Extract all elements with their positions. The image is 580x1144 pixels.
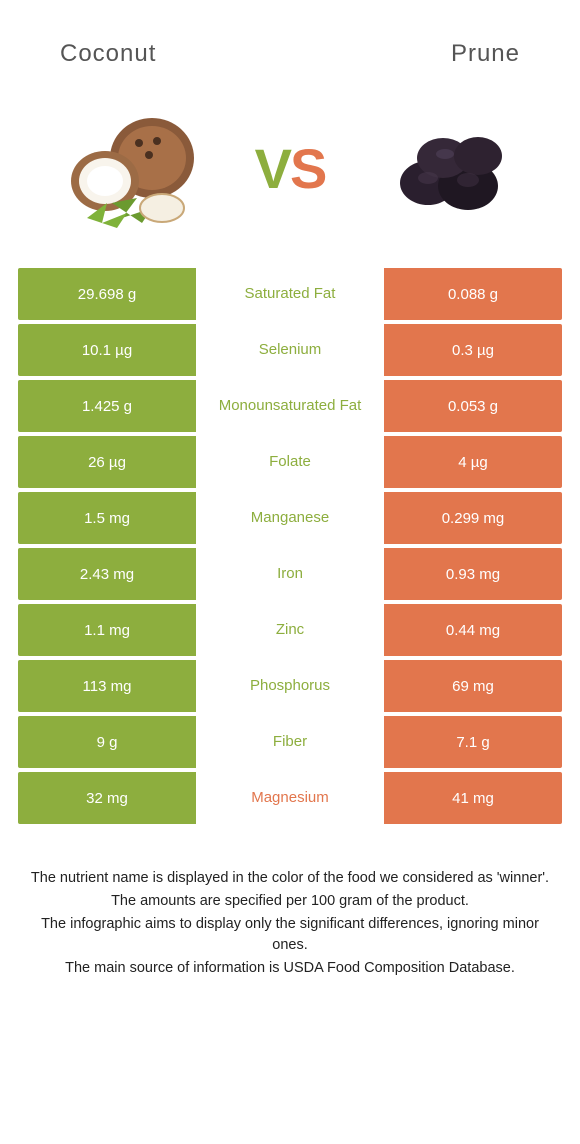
table-row: 113 mgPhosphorus69 mg — [18, 660, 562, 712]
right-value-cell: 0.088 g — [384, 268, 562, 320]
vs-label: VS — [255, 136, 326, 201]
left-value-cell: 29.698 g — [18, 268, 196, 320]
left-value-cell: 2.43 mg — [18, 548, 196, 600]
left-value-cell: 113 mg — [18, 660, 196, 712]
left-value-cell: 1.425 g — [18, 380, 196, 432]
table-row: 1.1 mgZinc0.44 mg — [18, 604, 562, 656]
right-value-cell: 7.1 g — [384, 716, 562, 768]
vs-v: V — [255, 137, 290, 200]
footer-line: The main source of information is USDA F… — [30, 958, 550, 979]
nutrient-name-cell: Magnesium — [196, 772, 384, 824]
right-food-title: Prune — [451, 40, 520, 68]
images-row: VS — [0, 88, 580, 268]
right-value-cell: 0.44 mg — [384, 604, 562, 656]
nutrient-name-cell: Folate — [196, 436, 384, 488]
table-row: 29.698 gSaturated Fat0.088 g — [18, 268, 562, 320]
coconut-image — [52, 98, 212, 238]
nutrient-name-cell: Manganese — [196, 492, 384, 544]
nutrient-name-cell: Saturated Fat — [196, 268, 384, 320]
footer-line: The amounts are specified per 100 gram o… — [30, 891, 550, 912]
header: Coconut Prune — [0, 0, 580, 88]
table-row: 1.425 gMonounsaturated Fat0.053 g — [18, 380, 562, 432]
footer-line: The infographic aims to display only the… — [30, 914, 550, 956]
nutrient-name-cell: Fiber — [196, 716, 384, 768]
right-value-cell: 0.93 mg — [384, 548, 562, 600]
nutrient-table: 29.698 gSaturated Fat0.088 g10.1 µgSelen… — [0, 268, 580, 824]
right-value-cell: 0.3 µg — [384, 324, 562, 376]
nutrient-name-cell: Phosphorus — [196, 660, 384, 712]
nutrient-name-cell: Iron — [196, 548, 384, 600]
left-value-cell: 26 µg — [18, 436, 196, 488]
table-row: 32 mgMagnesium41 mg — [18, 772, 562, 824]
table-row: 9 gFiber7.1 g — [18, 716, 562, 768]
left-food-title: Coconut — [60, 40, 156, 68]
nutrient-name-cell: Selenium — [196, 324, 384, 376]
left-value-cell: 9 g — [18, 716, 196, 768]
right-value-cell: 0.299 mg — [384, 492, 562, 544]
right-value-cell: 0.053 g — [384, 380, 562, 432]
table-row: 1.5 mgManganese0.299 mg — [18, 492, 562, 544]
nutrient-name-cell: Zinc — [196, 604, 384, 656]
table-row: 2.43 mgIron0.93 mg — [18, 548, 562, 600]
left-value-cell: 32 mg — [18, 772, 196, 824]
table-row: 10.1 µgSelenium0.3 µg — [18, 324, 562, 376]
right-value-cell: 41 mg — [384, 772, 562, 824]
footer-line: The nutrient name is displayed in the co… — [30, 868, 550, 889]
nutrient-name-cell: Monounsaturated Fat — [196, 380, 384, 432]
table-row: 26 µgFolate4 µg — [18, 436, 562, 488]
right-value-cell: 4 µg — [384, 436, 562, 488]
left-value-cell: 1.5 mg — [18, 492, 196, 544]
right-value-cell: 69 mg — [384, 660, 562, 712]
prune-image — [368, 98, 528, 238]
vs-s: S — [290, 137, 325, 200]
footer-notes: The nutrient name is displayed in the co… — [0, 828, 580, 1001]
left-value-cell: 10.1 µg — [18, 324, 196, 376]
left-value-cell: 1.1 mg — [18, 604, 196, 656]
